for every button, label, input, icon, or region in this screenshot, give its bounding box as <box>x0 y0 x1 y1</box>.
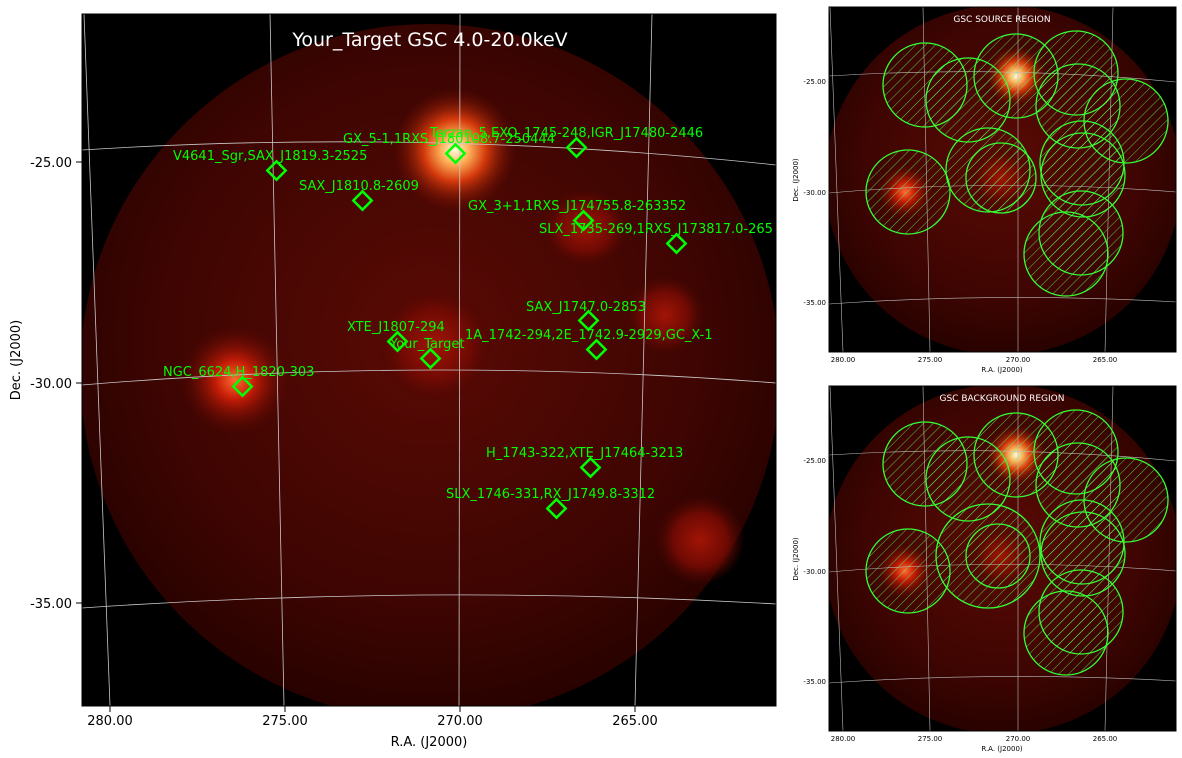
y-tick-label: -35.00 <box>30 597 72 612</box>
source-label: NGC_6624,H_1820-303 <box>163 365 314 380</box>
source-frame <box>828 6 1177 353</box>
main-grid <box>82 14 776 706</box>
source-marker: GX_3+1,1RXS_J174755.8-263352 <box>468 199 686 232</box>
target-label: Your_Target <box>389 337 464 352</box>
source-label: V4641_Sgr,SAX_J1819.3-2525 <box>173 149 367 164</box>
y-tick-label: -25.00 <box>803 78 826 86</box>
x-tick-label: 275.00 <box>918 735 943 743</box>
marker-diamond-terzan5 <box>565 136 588 159</box>
source-label: GX_3+1,1RXS_J174755.8-263352 <box>468 199 686 214</box>
y-tick-label: -25.00 <box>803 457 826 465</box>
region-circle <box>865 528 951 614</box>
marker-diamond-slx1746 <box>545 497 568 520</box>
bright-source-blob <box>393 88 517 212</box>
x-tick-label: 280.00 <box>831 735 856 743</box>
main-tick-marks <box>76 161 636 712</box>
source-label: SAX_J1810.8-2609 <box>299 179 419 194</box>
x-tick-label: 270.00 <box>1006 356 1031 364</box>
marker-diamond-v4641 <box>265 159 288 182</box>
source-marker: H_1743-322,XTE_J17464-3213 <box>486 446 683 479</box>
source-region-panel: GSC SOURCE REGION -25.00 -30.00 -35.00 2… <box>792 6 1177 374</box>
source-blob-center <box>375 285 495 405</box>
y-axis-label: Dec. (J2000) <box>792 158 800 202</box>
source-marker: SAX_J1747.0-2853 <box>526 300 646 332</box>
background-panel-title: GSC BACKGROUND REGION <box>940 394 1065 404</box>
background-region-circles <box>865 409 1169 676</box>
x-axis-label: R.A. (J2000) <box>981 745 1023 753</box>
x-tick-label: 265.00 <box>1093 735 1118 743</box>
marker-diamond-slx1735 <box>665 232 688 255</box>
source-marker: Terzan_5,EXO_1745-248,IGR_J17480-2446 <box>429 126 703 159</box>
y-tick-label: -30.00 <box>803 189 826 197</box>
y-tick-label: -30.00 <box>30 377 72 392</box>
main-title: Your_Target GSC 4.0-20.0keV <box>291 29 567 51</box>
source-label: 1A_1742-294,2E_1742.9-2929,GC_X-1 <box>465 328 713 343</box>
x-tick-label: 270.00 <box>437 714 483 729</box>
source-blob-right <box>625 275 705 355</box>
marker-diamond-h1743 <box>579 456 602 479</box>
x-tick-label: 275.00 <box>918 356 943 364</box>
source-label: XTE_J1807-294 <box>347 320 445 335</box>
background-region-panel: GSC BACKGROUND REGION -25.00 -30.00 -35.… <box>792 385 1177 753</box>
source-marker: V4641_Sgr,SAX_J1819.3-2525 <box>173 149 367 182</box>
marker-diamond-xte1807 <box>386 330 409 353</box>
y-tick-label: -35.00 <box>803 678 826 686</box>
source-panel-title: GSC SOURCE REGION <box>953 15 1050 25</box>
x-tick-label: 275.00 <box>262 714 308 729</box>
source-label: Terzan_5,EXO_1745-248,IGR_J17480-2446 <box>429 126 703 141</box>
y-tick-label: -35.00 <box>803 299 826 307</box>
marker-diamond-sax1747 <box>577 309 600 332</box>
source-marker: SLX_1735-269,1RXS_J173817.0-265 <box>539 222 773 255</box>
source-marker: SAX_J1810.8-2609 <box>299 179 419 212</box>
x-tick-label: 265.00 <box>612 714 658 729</box>
source-label: GX_5-1,1RXS_J180108.7-250444 <box>343 132 555 147</box>
marker-diamond-target <box>419 347 442 370</box>
source-marker: SLX_1746-331,RX_J1749.8-3312 <box>446 487 655 520</box>
region-circle <box>1023 590 1109 676</box>
main-frame <box>81 13 777 707</box>
source-marker: NGC_6624,H_1820-303 <box>163 365 314 398</box>
source-marker: GX_5-1,1RXS_J180108.7-250444 <box>343 132 555 165</box>
y-tick-label: -25.00 <box>30 156 72 171</box>
source-label: SLX_1735-269,1RXS_J173817.0-265 <box>539 222 773 237</box>
source-label: SLX_1746-331,RX_J1749.8-3312 <box>446 487 655 502</box>
source-label: H_1743-322,XTE_J17464-3213 <box>486 446 683 461</box>
marker-diamond-ngc6624 <box>231 375 254 398</box>
marker-diamond-sax1810 <box>351 189 374 212</box>
source-blob-ngc6624 <box>180 325 290 435</box>
marker-diamond-gx3 <box>572 209 595 232</box>
x-axis-label: R.A. (J2000) <box>391 735 468 750</box>
source-blob-lower-right <box>655 495 745 585</box>
source-markers: GX_5-1,1RXS_J180108.7-250444 Terzan_5,EX… <box>163 126 773 520</box>
x-axis-label: R.A. (J2000) <box>981 366 1023 374</box>
y-axis-label: Dec. (J2000) <box>9 320 24 400</box>
y-tick-label: -30.00 <box>803 568 826 576</box>
main-sky-panel: Your_Target GSC 4.0-20.0keV GX_5-1,1RXS_… <box>9 13 777 750</box>
y-axis-label: Dec. (J2000) <box>792 537 800 581</box>
x-tick-label: 270.00 <box>1006 735 1031 743</box>
source-label: SAX_J1747.0-2853 <box>526 300 646 315</box>
region-circle <box>865 149 951 235</box>
x-tick-label: 280.00 <box>831 356 856 364</box>
source-region-circles <box>865 30 1169 297</box>
region-circle-inner <box>965 523 1031 589</box>
region-circle <box>1023 211 1109 297</box>
marker-diamond-1a1742 <box>585 338 608 361</box>
target-marker: Your_Target <box>389 337 464 370</box>
background-frame <box>828 385 1177 732</box>
marker-diamond-gx5 <box>444 142 467 165</box>
region-circle <box>965 142 1037 214</box>
source-marker: XTE_J1807-294 <box>347 320 445 353</box>
x-tick-label: 265.00 <box>1093 356 1118 364</box>
source-marker: 1A_1742-294,2E_1742.9-2929,GC_X-1 <box>465 328 713 361</box>
x-tick-label: 280.00 <box>87 714 133 729</box>
